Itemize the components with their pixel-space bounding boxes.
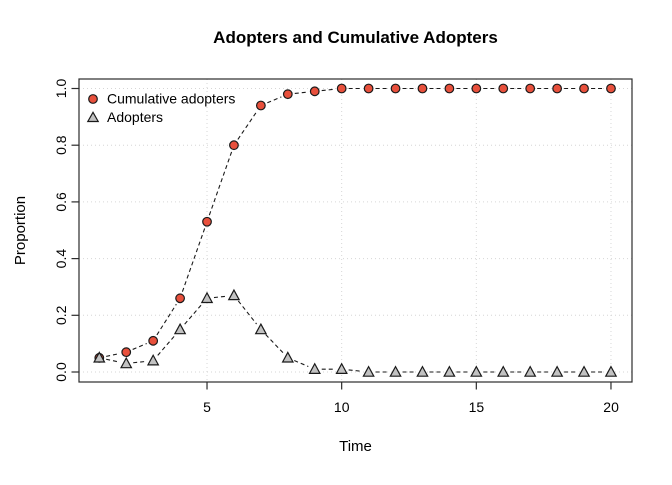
x-tick-label: 10: [334, 399, 350, 415]
adopters-point: [389, 365, 402, 377]
cumulative-adopters-line-segment: [267, 96, 282, 104]
adopters-point: [93, 351, 106, 363]
cumulative-adopters-point: [498, 83, 509, 94]
adopters-point: [227, 288, 241, 301]
adopters-point: [443, 365, 456, 377]
adopters-point: [362, 365, 375, 377]
x-tick-label: 15: [469, 399, 485, 415]
cumulative-adopters-line-segment: [181, 228, 206, 292]
adopters-line-segment: [265, 334, 284, 354]
adopters-point: [200, 291, 214, 304]
y-tick-label: 0.6: [53, 192, 69, 212]
cumulative-adopters-point: [229, 140, 239, 151]
cumulative-adopters-line-segment: [294, 91, 308, 94]
cumulative-adopters-point: [525, 83, 536, 94]
cumulative-adopters-line-segment: [106, 353, 120, 357]
x-tick-label: 20: [603, 399, 619, 415]
legend-triangle-marker-icon: [86, 111, 100, 123]
cumulative-adopters-point: [552, 83, 563, 94]
adopters-point: [550, 365, 564, 377]
adopters-point: [335, 362, 348, 374]
adopters-line-segment: [184, 303, 203, 325]
cumulative-adopters-point: [309, 86, 320, 97]
adopters-line-segment: [213, 295, 228, 299]
x-tick-label: 5: [203, 399, 211, 415]
adopters-point: [604, 365, 618, 377]
cumulative-adopters-point: [255, 100, 266, 111]
y-tick-label: 0.8: [53, 135, 69, 155]
adopters-line-segment: [157, 334, 176, 356]
cumulative-adopters-point: [417, 83, 428, 94]
legend-item-adopters: Adopters: [86, 109, 163, 125]
cumulative-adopters-line-segment: [156, 303, 177, 336]
x-axis-label: Time: [339, 438, 372, 455]
cumulative-adopters-point: [202, 216, 212, 227]
legend-label-cumulative: Cumulative adopters: [107, 91, 235, 107]
adopters-line-segment: [106, 358, 120, 363]
legend: Cumulative adopters Adopters: [86, 91, 235, 125]
cumulative-adopters-point: [282, 89, 293, 100]
legend-item-cumulative: Cumulative adopters: [88, 91, 235, 107]
cumulative-adopters-point: [121, 347, 132, 358]
y-tick-label: 1.0: [53, 79, 69, 99]
cumulative-adopters-point: [363, 83, 374, 94]
cumulative-adopters-point: [390, 83, 401, 94]
cumulative-adopters-point: [471, 83, 482, 94]
legend-label-adopters: Adopters: [107, 109, 163, 125]
adopters-point: [470, 365, 483, 377]
y-tick-label: 0.0: [53, 362, 69, 382]
adopters-point: [577, 365, 591, 377]
cumulative-adopters-line-segment: [132, 343, 147, 350]
adopters-point: [281, 351, 295, 363]
adopters-point: [308, 362, 321, 374]
chart-title: Adopters and Cumulative Adopters: [213, 28, 498, 47]
adopters-line-segment: [294, 360, 309, 367]
adopters-point: [523, 365, 537, 377]
plot-area: [71, 79, 632, 390]
y-tick-label: 0.4: [53, 249, 69, 269]
cumulative-adopters-point: [336, 83, 347, 94]
cumulative-adopters-point: [175, 293, 185, 304]
adopters-point: [254, 322, 268, 335]
cumulative-adopters-line-segment: [208, 151, 233, 216]
adopters-point: [416, 365, 429, 377]
adopters-point: [146, 354, 160, 366]
cumulative-adopters-point: [444, 83, 455, 94]
cumulative-adopters-line-segment: [237, 110, 258, 140]
adopters-point: [497, 365, 510, 377]
adopters-point: [173, 322, 187, 335]
legend-circle-marker-icon: [88, 94, 98, 104]
adopters-line-segment: [348, 369, 362, 372]
cumulative-adopters-point: [606, 83, 616, 94]
adopters-line-segment: [133, 360, 147, 364]
cumulative-adopters-line-segment: [321, 88, 335, 92]
plot-box: [78, 78, 633, 383]
y-axis-label: Proportion: [12, 196, 29, 265]
adopters-point: [120, 356, 133, 369]
cumulative-adopters-point: [148, 335, 159, 346]
cumulative-adopters-point: [579, 83, 589, 94]
adopters-line-segment: [237, 300, 257, 325]
y-tick-label: 0.2: [53, 305, 69, 325]
